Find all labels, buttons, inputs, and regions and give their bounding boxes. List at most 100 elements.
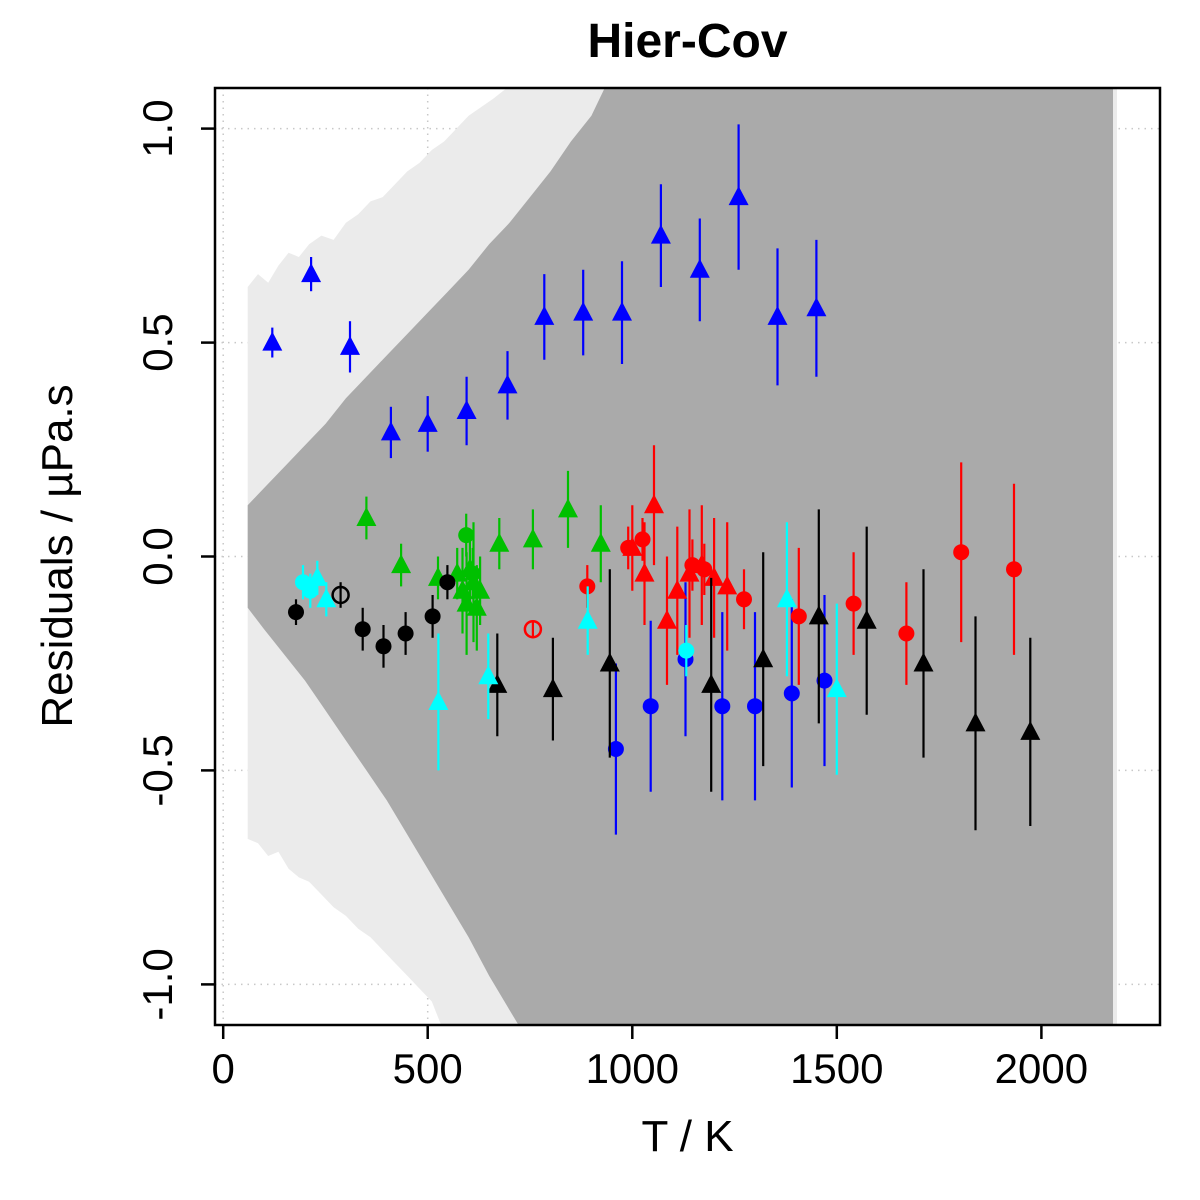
data-point-triangle <box>456 400 477 419</box>
data-point-triangle <box>577 609 598 629</box>
data-point-triangle <box>573 301 594 321</box>
data-point-triangle <box>717 575 738 595</box>
data-point-triangle <box>776 588 797 608</box>
data-point-triangle <box>590 532 611 552</box>
y-tick-label: -1.0 <box>134 948 181 1020</box>
data-point-triangle <box>650 224 671 244</box>
black-open-circle-series <box>331 582 350 608</box>
data-point-triangle <box>808 605 829 625</box>
data-point-triangle <box>689 258 710 278</box>
black-circle-series <box>288 565 456 668</box>
data-point-circle <box>607 741 624 757</box>
data-point-circle <box>397 625 414 642</box>
data-point-circle <box>783 685 800 702</box>
data-point-triangle <box>522 528 543 548</box>
data-point-open-circle <box>523 619 543 639</box>
x-tick-label: 500 <box>393 1045 463 1092</box>
x-tick-label: 1500 <box>790 1045 883 1092</box>
data-point-circle <box>439 574 456 591</box>
blue-circle-series <box>607 582 833 835</box>
data-point-triangle <box>316 588 337 608</box>
data-point-triangle <box>1020 720 1041 740</box>
axis-ticks <box>201 127 1043 1039</box>
data-point-triangle <box>599 652 620 672</box>
data-point-triangle <box>704 566 725 586</box>
data-point-circle <box>790 608 807 625</box>
data-point-triangle <box>534 305 555 325</box>
data-point-triangle <box>497 374 518 394</box>
data-point-circle <box>464 565 481 582</box>
data-point-triangle <box>644 494 664 514</box>
data-point-circle <box>714 698 731 715</box>
data-point-triangle <box>753 648 774 668</box>
data-point-triangle <box>622 536 643 556</box>
data-point-circle <box>354 621 371 638</box>
data-point-circle <box>642 698 659 715</box>
y-tick-label: -0.5 <box>134 734 181 806</box>
data-point-open-circle <box>331 585 350 605</box>
data-point-triangle <box>470 579 491 599</box>
data-point-circle <box>1006 561 1022 578</box>
inner-uncertainty-band <box>247 88 1113 1025</box>
data-point-circle <box>302 582 319 599</box>
data-point-triangle <box>657 609 677 629</box>
red-open-circle-series <box>523 619 543 639</box>
data-point-triangle <box>466 596 487 616</box>
x-tick-label: 1000 <box>586 1045 679 1092</box>
blue-triangle-series <box>262 124 827 459</box>
data-point-circle <box>736 591 752 608</box>
data-point-triangle <box>478 665 499 685</box>
data-point-circle <box>424 608 441 625</box>
data-point-triangle <box>856 609 877 629</box>
chart-title: Hier-Cov <box>587 15 788 68</box>
data-point-triangle <box>542 678 563 698</box>
x-tick-label: 0 <box>212 1045 235 1092</box>
data-point-circle <box>288 604 304 621</box>
data-point-triangle <box>826 678 847 698</box>
data-point-triangle <box>417 412 438 432</box>
data-point-triangle <box>767 305 788 325</box>
data-point-triangle <box>558 498 578 518</box>
data-point-circle <box>458 527 475 544</box>
data-point-circle <box>845 595 862 612</box>
y-tick-label: 1.0 <box>134 99 181 157</box>
green-circle-series <box>458 513 481 600</box>
cyan-circle-series <box>295 565 695 677</box>
data-point-triangle <box>913 652 934 672</box>
cyan-triangle-series <box>307 522 847 775</box>
data-point-triangle <box>965 712 986 732</box>
data-point-triangle <box>262 331 283 351</box>
y-axis-label: Residuals / µPa.s <box>33 384 82 728</box>
y-tick-label: 0.0 <box>134 527 181 585</box>
data-point-triangle <box>806 297 827 317</box>
data-point-triangle <box>380 421 401 441</box>
red-circle-series <box>579 462 1022 685</box>
data-point-triangle <box>301 263 322 283</box>
data-point-triangle <box>452 579 473 599</box>
data-point-triangle <box>612 301 632 321</box>
data-point-triangle <box>691 554 712 574</box>
green-triangle-series <box>356 470 611 655</box>
data-point-triangle <box>428 691 449 710</box>
y-tick-label: 0.5 <box>134 313 181 371</box>
data-point-triangle <box>701 673 722 693</box>
data-point-circle <box>953 544 970 561</box>
data-point-triangle <box>728 186 749 206</box>
data-point-circle <box>747 698 763 715</box>
data-point-circle <box>678 642 695 659</box>
data-point-triangle <box>489 532 510 552</box>
data-point-triangle <box>667 579 688 599</box>
x-axis-label: T / K <box>641 1112 734 1161</box>
data-point-circle <box>375 638 392 655</box>
black-triangle-series <box>487 509 1041 831</box>
data-point-triangle <box>340 335 360 355</box>
data-point-triangle <box>634 562 655 582</box>
red-triangle-series <box>622 445 738 685</box>
data-point-circle <box>816 672 833 689</box>
data-point-circle <box>634 531 651 548</box>
data-point-triangle <box>307 566 328 586</box>
data-point-triangle <box>356 507 377 526</box>
x-tick-label: 2000 <box>995 1045 1088 1092</box>
